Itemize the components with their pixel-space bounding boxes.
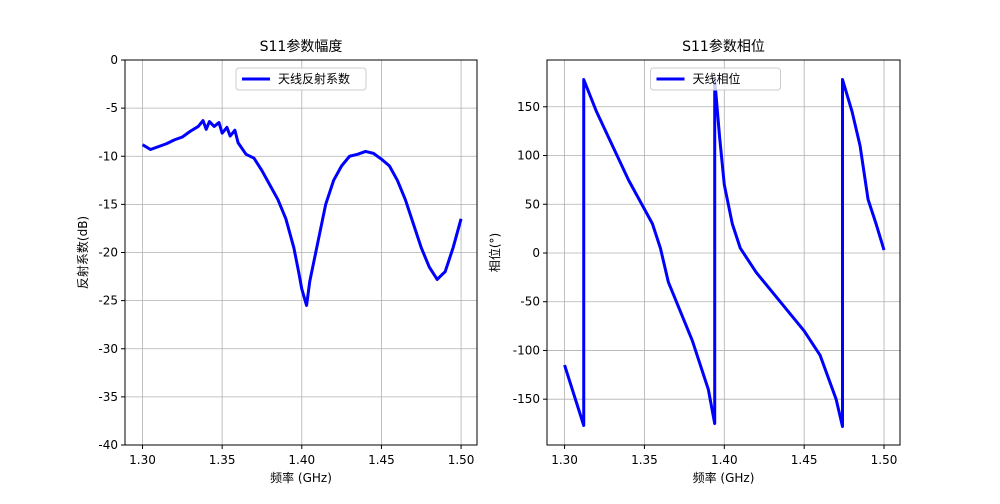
y-tick-label: -35 xyxy=(98,390,118,404)
y-tick-label: 0 xyxy=(532,246,540,260)
y-tick-label: -20 xyxy=(98,246,118,260)
chart-title: S11参数相位 xyxy=(682,38,765,55)
y-tick-label: -50 xyxy=(520,295,540,309)
legend-box xyxy=(650,67,781,91)
y-axis-label: 相位(°) xyxy=(487,233,502,272)
plot-frame xyxy=(124,59,478,446)
x-tick-label: 1.35 xyxy=(631,453,658,467)
x-tick-label: 1.45 xyxy=(368,453,395,467)
y-tick-label: -15 xyxy=(98,197,118,211)
y-tick-label: -40 xyxy=(98,438,118,452)
data-line xyxy=(141,119,463,307)
x-tick-label: 1.35 xyxy=(209,453,236,467)
y-axis-label: 反射系数(dB) xyxy=(75,216,90,289)
x-tick-label: 1.45 xyxy=(791,453,818,467)
x-tick-label: 1.50 xyxy=(871,453,898,467)
x-tick-label: 1.50 xyxy=(448,453,475,467)
x-axis-label: 频率 (GHz) xyxy=(270,470,332,485)
y-tick-label: -5 xyxy=(106,101,118,115)
x-tick-label: 1.30 xyxy=(129,453,156,467)
y-tick-label: 150 xyxy=(517,100,540,114)
legend-box xyxy=(235,67,367,91)
data-line xyxy=(563,77,886,428)
y-tick-label: -25 xyxy=(98,294,118,308)
y-tick-label: 100 xyxy=(517,149,540,163)
legend-label: 天线相位 xyxy=(693,71,741,86)
y-tick-label: 50 xyxy=(525,197,540,211)
y-tick-label: -30 xyxy=(98,342,118,356)
plot-frame xyxy=(546,59,901,446)
x-tick-label: 1.40 xyxy=(711,453,738,467)
x-tick-label: 1.40 xyxy=(288,453,315,467)
x-axis-label: 频率 (GHz) xyxy=(693,470,755,485)
y-tick-label: -100 xyxy=(513,343,540,357)
x-tick-label: 1.30 xyxy=(551,453,578,467)
y-tick-label: -150 xyxy=(513,392,540,406)
y-tick-label: -10 xyxy=(98,149,118,163)
y-tick-label: 0 xyxy=(110,53,118,67)
chart-title: S11参数幅度 xyxy=(260,38,343,55)
legend-label: 天线反射系数 xyxy=(278,71,350,86)
